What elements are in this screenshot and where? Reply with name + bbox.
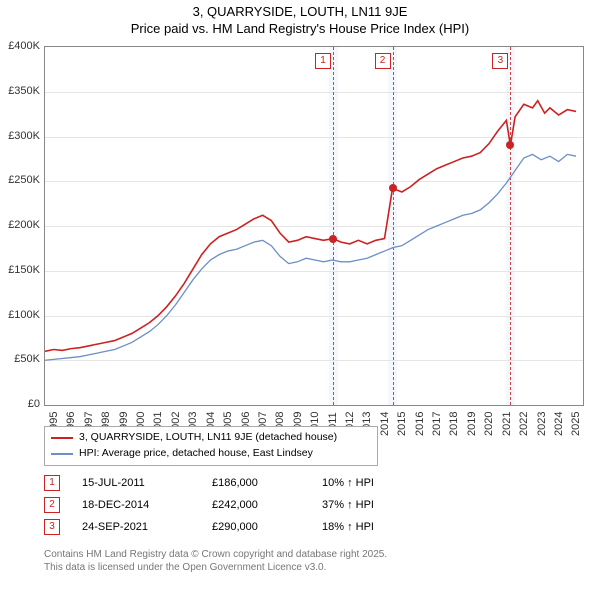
row-price: £290,000 [212,521,322,533]
table-row: 3 24-SEP-2021£290,00018% ↑ HPI [44,516,422,538]
y-tick-label: £50K [0,353,40,365]
row-date: 24-SEP-2021 [82,521,212,533]
x-tick-label: 2019 [466,412,478,436]
chart-area: 1 2 3 [44,46,584,406]
legend-label: HPI: Average price, detached house, East… [79,446,313,462]
table-row: 2 18-DEC-2014£242,00037% ↑ HPI [44,494,422,516]
figure-container: 3, QUARRYSIDE, LOUTH, LN11 9JE Price pai… [0,0,600,590]
series-line [45,154,576,360]
sale-dot [329,235,337,243]
x-tick-label: 2014 [379,412,391,436]
chart-title-block: 3, QUARRYSIDE, LOUTH, LN11 9JE Price pai… [0,0,600,38]
row-date: 18-DEC-2014 [82,499,212,511]
legend-swatch [51,437,73,439]
series-svg [45,47,583,405]
series-line [45,101,576,352]
row-date: 15-JUL-2011 [82,477,212,489]
row-marker: 1 [44,475,60,491]
sale-dot [506,141,514,149]
row-pct: 10% ↑ HPI [322,477,422,489]
x-tick-label: 2016 [414,412,426,436]
row-pct: 37% ↑ HPI [322,499,422,511]
title-line1: 3, QUARRYSIDE, LOUTH, LN11 9JE [0,4,600,21]
row-pct: 18% ↑ HPI [322,521,422,533]
y-tick-label: £300K [0,130,40,142]
legend-item: 3, QUARRYSIDE, LOUTH, LN11 9JE (detached… [51,430,371,446]
row-price: £186,000 [212,477,322,489]
legend: 3, QUARRYSIDE, LOUTH, LN11 9JE (detached… [44,426,378,466]
x-tick-label: 2018 [448,412,460,436]
table-row: 1 15-JUL-2011£186,00010% ↑ HPI [44,472,422,494]
x-tick-label: 2025 [570,412,582,436]
title-line2: Price paid vs. HM Land Registry's House … [0,21,600,38]
legend-swatch [51,453,73,455]
x-tick-label: 2020 [483,412,495,436]
footer-line2: This data is licensed under the Open Gov… [44,561,387,574]
y-tick-label: £400K [0,40,40,52]
x-tick-label: 2017 [431,412,443,436]
y-tick-label: £350K [0,85,40,97]
footer: Contains HM Land Registry data © Crown c… [44,548,387,574]
x-tick-label: 2022 [518,412,530,436]
sales-table: 1 15-JUL-2011£186,00010% ↑ HPI 2 18-DEC-201… [44,472,422,538]
row-marker: 2 [44,497,60,513]
x-tick-label: 2024 [553,412,565,436]
legend-item: HPI: Average price, detached house, East… [51,446,371,462]
x-tick-label: 2015 [396,412,408,436]
event-marker: 3 [492,53,508,69]
footer-line1: Contains HM Land Registry data © Crown c… [44,548,387,561]
y-tick-label: £200K [0,219,40,231]
legend-label: 3, QUARRYSIDE, LOUTH, LN11 9JE (detached… [79,430,337,446]
x-tick-label: 2023 [536,412,548,436]
event-marker: 2 [375,53,391,69]
y-tick-label: £150K [0,264,40,276]
event-marker: 1 [315,53,331,69]
row-marker: 3 [44,519,60,535]
y-tick-label: £100K [0,309,40,321]
y-tick-label: £0 [0,398,40,410]
row-price: £242,000 [212,499,322,511]
sale-dot [389,184,397,192]
y-tick-label: £250K [0,174,40,186]
x-tick-label: 2021 [501,412,513,436]
